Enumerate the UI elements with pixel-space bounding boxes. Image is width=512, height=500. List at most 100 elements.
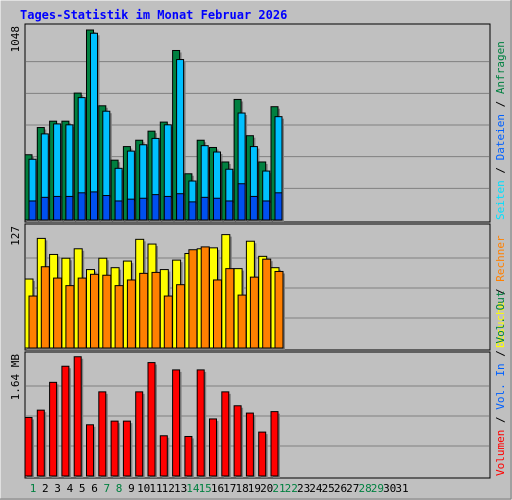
- panel-middle-legend: Besuche / Rechner: [494, 235, 507, 348]
- bar-seiten: [65, 195, 74, 221]
- bar-volumen: [49, 381, 58, 477]
- bar-rechner: [40, 266, 50, 349]
- bar-seiten: [90, 191, 98, 221]
- x-tick-label: 2: [42, 482, 49, 495]
- bar-volumen: [221, 391, 230, 477]
- x-tick-label: 8: [116, 482, 123, 495]
- x-tick-label: 10: [137, 482, 150, 495]
- bar-rechner: [237, 294, 247, 349]
- panel-top-ymax-label: 1048: [9, 26, 22, 53]
- bar-seiten: [102, 195, 111, 221]
- bar-seiten: [139, 197, 148, 221]
- legend-entry: Anfragen: [494, 41, 507, 94]
- bar-seiten: [249, 195, 258, 221]
- bar-rechner: [213, 279, 222, 349]
- x-tick-label: 31: [395, 482, 408, 495]
- x-tick-label: 27: [346, 482, 359, 495]
- legend-separator: /: [494, 94, 507, 114]
- bar-volumen: [172, 369, 181, 477]
- bar-volumen: [73, 356, 82, 477]
- bar-volumen: [147, 362, 156, 477]
- bar-rechner: [200, 246, 210, 349]
- bar-rechner: [102, 274, 112, 349]
- bar-rechner: [90, 273, 99, 349]
- bar-volumen: [159, 435, 168, 477]
- panel-top: 1048 Seiten / Dateien / Anfragen: [9, 23, 507, 223]
- x-tick-label: 26: [334, 482, 347, 495]
- bar-rechner: [188, 249, 198, 349]
- x-tick-label: 14: [186, 482, 200, 495]
- bar-seiten: [28, 200, 37, 221]
- x-tick-label: 19: [248, 482, 261, 495]
- x-tick-label: 20: [260, 482, 273, 495]
- bar-seiten: [188, 201, 197, 221]
- bar-rechner: [53, 277, 63, 349]
- bar-rechner: [249, 276, 259, 349]
- panel-bottom: 1.64 MB Volumen / Vol. In / Vol. Out: [9, 291, 507, 479]
- legend-entry: Vol. In: [494, 363, 507, 409]
- bar-volumen: [184, 435, 193, 477]
- bar-rechner: [77, 277, 87, 349]
- x-tick-label: 21: [272, 482, 285, 495]
- panel-bottom-legend: Volumen / Vol. In / Vol. Out: [494, 291, 507, 476]
- x-tick-label: 7: [103, 482, 110, 495]
- bar-seiten: [77, 192, 86, 221]
- bar-seiten: [225, 200, 234, 221]
- bar-seiten: [151, 194, 160, 221]
- legend-entry: Besuche: [494, 302, 507, 348]
- bar-seiten: [274, 192, 283, 221]
- bar-rechner: [28, 295, 38, 349]
- bar-seiten: [262, 200, 271, 221]
- x-tick-label: 17: [223, 482, 236, 495]
- x-tick-label: 11: [149, 482, 162, 495]
- bar-rechner: [163, 295, 173, 349]
- x-tick-label: 18: [235, 482, 248, 495]
- x-tick-label: 16: [211, 482, 224, 495]
- bar-seiten: [40, 196, 49, 221]
- bar-seiten: [200, 196, 209, 221]
- x-tick-label: 3: [54, 482, 61, 495]
- bar-volumen: [233, 405, 242, 477]
- bar-rechner: [114, 285, 124, 349]
- bar-volumen: [24, 416, 33, 477]
- bar-rechner: [176, 284, 186, 349]
- bar-volumen: [209, 418, 217, 477]
- x-tick-label: 29: [371, 482, 384, 495]
- legend-entry: Vol. Out: [494, 291, 507, 344]
- bar-seiten: [163, 195, 172, 221]
- x-tick-label: 12: [162, 482, 175, 495]
- bar-seiten: [176, 193, 185, 221]
- legend-entry: Volumen: [494, 430, 507, 476]
- legend-separator: /: [494, 344, 507, 364]
- x-tick-label: 5: [79, 482, 86, 495]
- x-axis-day-labels: 1 2 3 4 5 6 7 8 9 10 11 12 13 14 15 16 17 18 19 20 21 22 23 24 2…: [30, 482, 409, 495]
- bar-seiten: [53, 195, 62, 221]
- bar-rechner: [151, 271, 161, 349]
- legend-separator: /: [494, 410, 507, 430]
- x-tick-label: 6: [91, 482, 98, 495]
- x-tick-label: 25: [322, 482, 335, 495]
- x-tick-label: 4: [67, 482, 74, 495]
- legend-separator: /: [494, 160, 507, 180]
- x-tick-label: 30: [383, 482, 396, 495]
- panel-bottom-ymax-label: 1.64 MB: [9, 354, 22, 401]
- chart-panels: 1048 Seiten / Dateien / Anfragen 127 Besuch…: [9, 23, 507, 479]
- x-tick-label: 28: [358, 482, 371, 495]
- chart-title: Tages-Statistik im Monat Februar 2026: [20, 8, 287, 22]
- bar-volumen: [61, 365, 70, 477]
- bar-volumen: [110, 420, 119, 477]
- bar-seiten: [213, 197, 221, 221]
- panel-top-legend: Seiten / Dateien / Anfragen: [494, 41, 507, 220]
- bar-seiten: [237, 183, 246, 221]
- bar-volumen: [270, 411, 279, 477]
- x-tick-label: 1: [30, 482, 37, 495]
- bar-volumen: [196, 369, 205, 477]
- bar-volumen: [135, 391, 144, 477]
- bar-rechner: [126, 279, 136, 349]
- legend-entry: Seiten: [494, 180, 507, 220]
- panel-middle-ymax-label: 127: [9, 226, 22, 246]
- bar-rechner: [274, 270, 284, 349]
- bar-rechner: [65, 285, 75, 349]
- x-tick-label: 23: [297, 482, 310, 495]
